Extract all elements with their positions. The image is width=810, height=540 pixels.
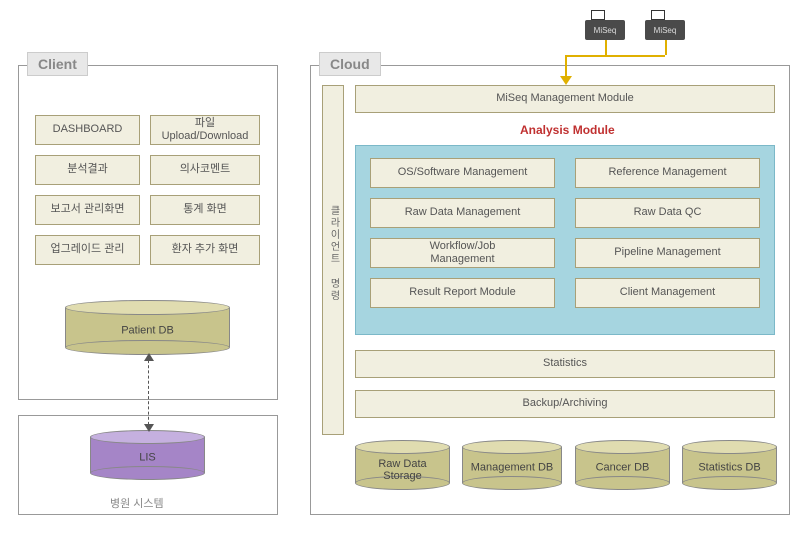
analysis-btn-6: Result Report Module [370, 278, 555, 308]
cloud-db-2: Cancer DB [575, 440, 670, 490]
client-lis-connector [148, 355, 149, 430]
miseq-device-1: MiSeq [585, 10, 630, 40]
analysis-btn-0: OS/Software Management [370, 158, 555, 188]
dev-line-h [565, 55, 665, 57]
conn-arrow-up [144, 353, 154, 361]
cloud-title: Cloud [319, 52, 381, 76]
client-btn-5: 통계 화면 [150, 195, 260, 225]
client-btn-4: 보고서 관리화면 [35, 195, 140, 225]
miseq-mgmt-module: MiSeq Management Module [355, 85, 775, 113]
client-btn-6: 업그레이드 관리 [35, 235, 140, 265]
analysis-btn-4: Workflow/Job Management [370, 238, 555, 268]
statistics-module: Statistics [355, 350, 775, 378]
patient-db-label: Patient DB [65, 324, 230, 336]
cloud-db-1: Management DB [462, 440, 562, 490]
analysis-btn-1: Reference Management [575, 158, 760, 188]
cloud-db-3: Statistics DB [682, 440, 777, 490]
conn-arrow-down [144, 424, 154, 432]
client-btn-1: 파일 Upload/Download [150, 115, 260, 145]
client-btn-0: DASHBOARD [35, 115, 140, 145]
cloud-db-3-label: Statistics DB [682, 461, 777, 473]
cloud-db-0: Raw Data Storage [355, 440, 450, 490]
dev1-line-v [605, 40, 607, 55]
client-btn-2: 분석결과 [35, 155, 140, 185]
analysis-btn-7: Client Management [575, 278, 760, 308]
miseq-device-1-label: MiSeq [585, 20, 625, 40]
client-title: Client [27, 52, 88, 76]
client-btn-7: 환자 추가 화면 [150, 235, 260, 265]
patient-db: Patient DB [65, 300, 230, 355]
cloud-db-0-label: Raw Data Storage [355, 458, 450, 482]
analysis-btn-5: Pipeline Management [575, 238, 760, 268]
client-command-label: 클라이언트 명령 [326, 205, 341, 302]
dev2-line-v [665, 40, 667, 55]
lis-caption: 병원 시스템 [110, 495, 164, 511]
lis-db: LIS [90, 430, 205, 480]
miseq-device-2-label: MiSeq [645, 20, 685, 40]
backup-module: Backup/Archiving [355, 390, 775, 418]
analysis-module-title: Analysis Module [520, 123, 615, 137]
cloud-db-2-label: Cancer DB [575, 461, 670, 473]
lis-db-label: LIS [90, 451, 205, 463]
analysis-btn-3: Raw Data QC [575, 198, 760, 228]
dev-arrow-head [560, 76, 572, 85]
miseq-device-2: MiSeq [645, 10, 690, 40]
client-btn-3: 의사코멘트 [150, 155, 260, 185]
cloud-db-1-label: Management DB [462, 461, 562, 473]
dev-line-down [565, 55, 567, 78]
analysis-btn-2: Raw Data Management [370, 198, 555, 228]
